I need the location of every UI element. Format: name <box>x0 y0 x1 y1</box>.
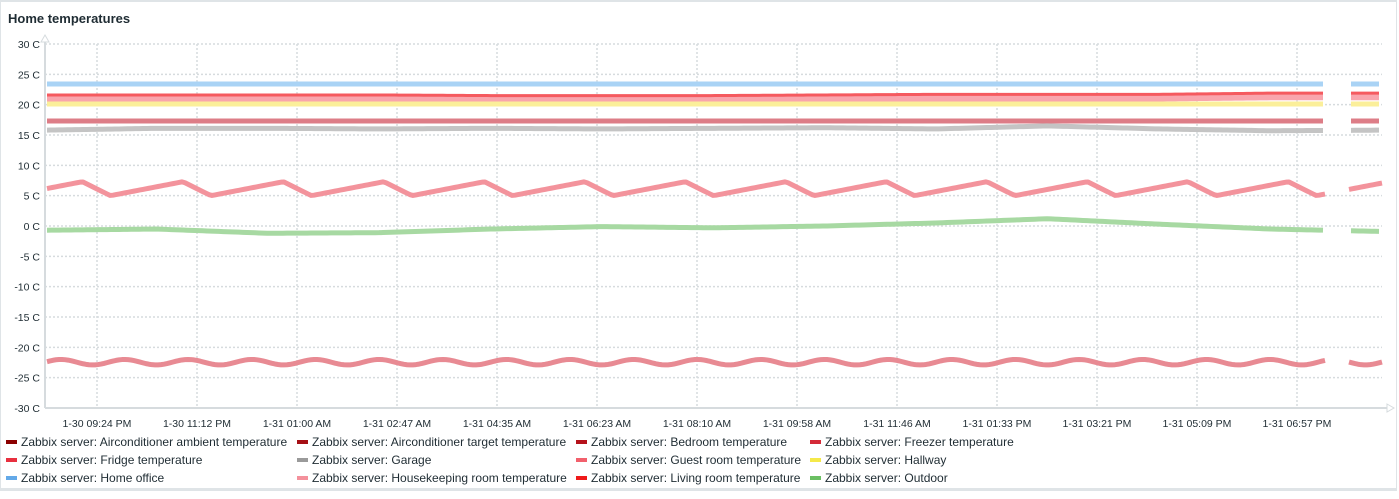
legend-item: Zabbix server: Hallway <box>810 453 946 467</box>
series-line <box>1348 180 1383 192</box>
series-line <box>46 356 1326 368</box>
legend-label: Zabbix server: Housekeeping room tempera… <box>312 471 567 485</box>
y-tick-label: 10 C <box>18 160 41 172</box>
legend-item: Zabbix server: Freezer temperature <box>810 435 1014 449</box>
y-tick-label: 25 C <box>18 69 41 81</box>
x-tick-label: 1-31 05:09 PM <box>1163 418 1232 430</box>
x-tick-label: 1-31 01:33 PM <box>963 418 1032 430</box>
y-tick-label: -25 C <box>14 373 40 385</box>
widget-title: Home temperatures <box>8 11 131 26</box>
legend-item: Zabbix server: Fridge temperature <box>6 453 297 467</box>
legend-label: Zabbix server: Hallway <box>825 453 947 467</box>
y-tick-label: 20 C <box>18 100 41 112</box>
x-tick-label: 1-31 11:46 AM <box>863 418 931 430</box>
y-axis-arrow-icon <box>40 33 50 43</box>
legend-item: Zabbix server: Outdoor <box>810 471 948 485</box>
series-line <box>1350 228 1380 234</box>
y-tick-label: 15 C <box>18 130 41 142</box>
legend-item: Zabbix server: Guest room temperature <box>576 453 810 467</box>
series-line <box>1348 359 1383 368</box>
y-tick-label: 0 C <box>24 221 41 233</box>
legend-item: Zabbix server: Airconditioner target tem… <box>297 435 576 449</box>
legend-swatch-icon <box>576 440 587 444</box>
line-chart[interactable]: 30 C 25 C 20 C 15 C 10 C 5 C 0 C -5 C -10 C -15 C… <box>0 0 1399 432</box>
legend-label: Zabbix server: Freezer temperature <box>825 435 1014 449</box>
legend-item: Zabbix server: Bedroom temperature <box>576 435 810 449</box>
y-tick-label: 30 C <box>18 39 41 51</box>
legend-label: Zabbix server: Outdoor <box>825 471 948 485</box>
legend-label: Zabbix server: Garage <box>312 453 432 467</box>
legend-swatch-icon <box>576 458 587 462</box>
legend-swatch-icon <box>576 476 587 480</box>
legend-item: Zabbix server: Living room temperature <box>576 471 810 485</box>
y-tick-label: -20 C <box>14 342 40 354</box>
legend-item: Zabbix server: Garage <box>297 453 576 467</box>
legend-item: Zabbix server: Home office <box>6 471 297 485</box>
legend-swatch-icon <box>6 458 17 462</box>
legend-swatch-icon <box>810 458 821 462</box>
x-tick-label: 1-30 11:12 PM <box>163 418 231 430</box>
series-line <box>46 179 1326 198</box>
x-tick-label: 1-31 02:47 AM <box>363 418 431 430</box>
legend-item: Zabbix server: Housekeeping room tempera… <box>297 471 576 485</box>
legend-row: Zabbix server: Fridge temperature Zabbix… <box>6 451 1396 469</box>
legend-label: Zabbix server: Airconditioner ambient te… <box>21 435 288 449</box>
series-line <box>47 93 1323 103</box>
y-tick-label: -5 C <box>20 251 40 263</box>
x-tick-label: 1-31 08:10 AM <box>663 418 731 430</box>
legend-label: Zabbix server: Guest room temperature <box>591 453 802 467</box>
legend-row: Zabbix server: Airconditioner ambient te… <box>6 433 1396 451</box>
legend-swatch-icon <box>810 440 821 444</box>
chart-legend: Zabbix server: Airconditioner ambient te… <box>6 433 1396 487</box>
x-tick-label: 1-31 01:00 AM <box>263 418 331 430</box>
legend-label: Zabbix server: Home office <box>21 471 165 485</box>
x-tick-label: 1-31 03:21 PM <box>1063 418 1132 430</box>
x-tick-label: 1-30 09:24 PM <box>63 418 132 430</box>
legend-swatch-icon <box>297 458 308 462</box>
legend-label: Zabbix server: Airconditioner target tem… <box>312 435 567 449</box>
series-line <box>47 91 1323 98</box>
legend-swatch-icon <box>810 476 821 480</box>
x-tick-label: 1-31 06:23 AM <box>563 418 631 430</box>
legend-label: Zabbix server: Fridge temperature <box>21 453 203 467</box>
legend-label: Zabbix server: Bedroom temperature <box>591 435 788 449</box>
x-tick-label: 1-31 04:35 AM <box>463 418 531 430</box>
series-line <box>46 123 1324 134</box>
legend-label: Zabbix server: Living room temperature <box>591 471 801 485</box>
y-tick-label: -30 C <box>14 403 40 415</box>
legend-swatch-icon <box>6 476 17 480</box>
x-axis-arrow-icon <box>1386 403 1396 413</box>
x-tick-label: 1-31 06:57 PM <box>1263 418 1332 430</box>
series-line <box>46 216 1324 236</box>
legend-row: Zabbix server: Home office Zabbix server… <box>6 469 1396 487</box>
legend-swatch-icon <box>297 440 308 444</box>
legend-swatch-icon <box>297 476 308 480</box>
x-tick-label: 1-31 09:58 AM <box>763 418 831 430</box>
legend-item: Zabbix server: Airconditioner ambient te… <box>6 435 297 449</box>
legend-swatch-icon <box>6 440 17 444</box>
y-tick-label: -10 C <box>14 282 40 294</box>
y-tick-label: -15 C <box>14 312 40 324</box>
y-tick-label: 5 C <box>24 191 41 203</box>
